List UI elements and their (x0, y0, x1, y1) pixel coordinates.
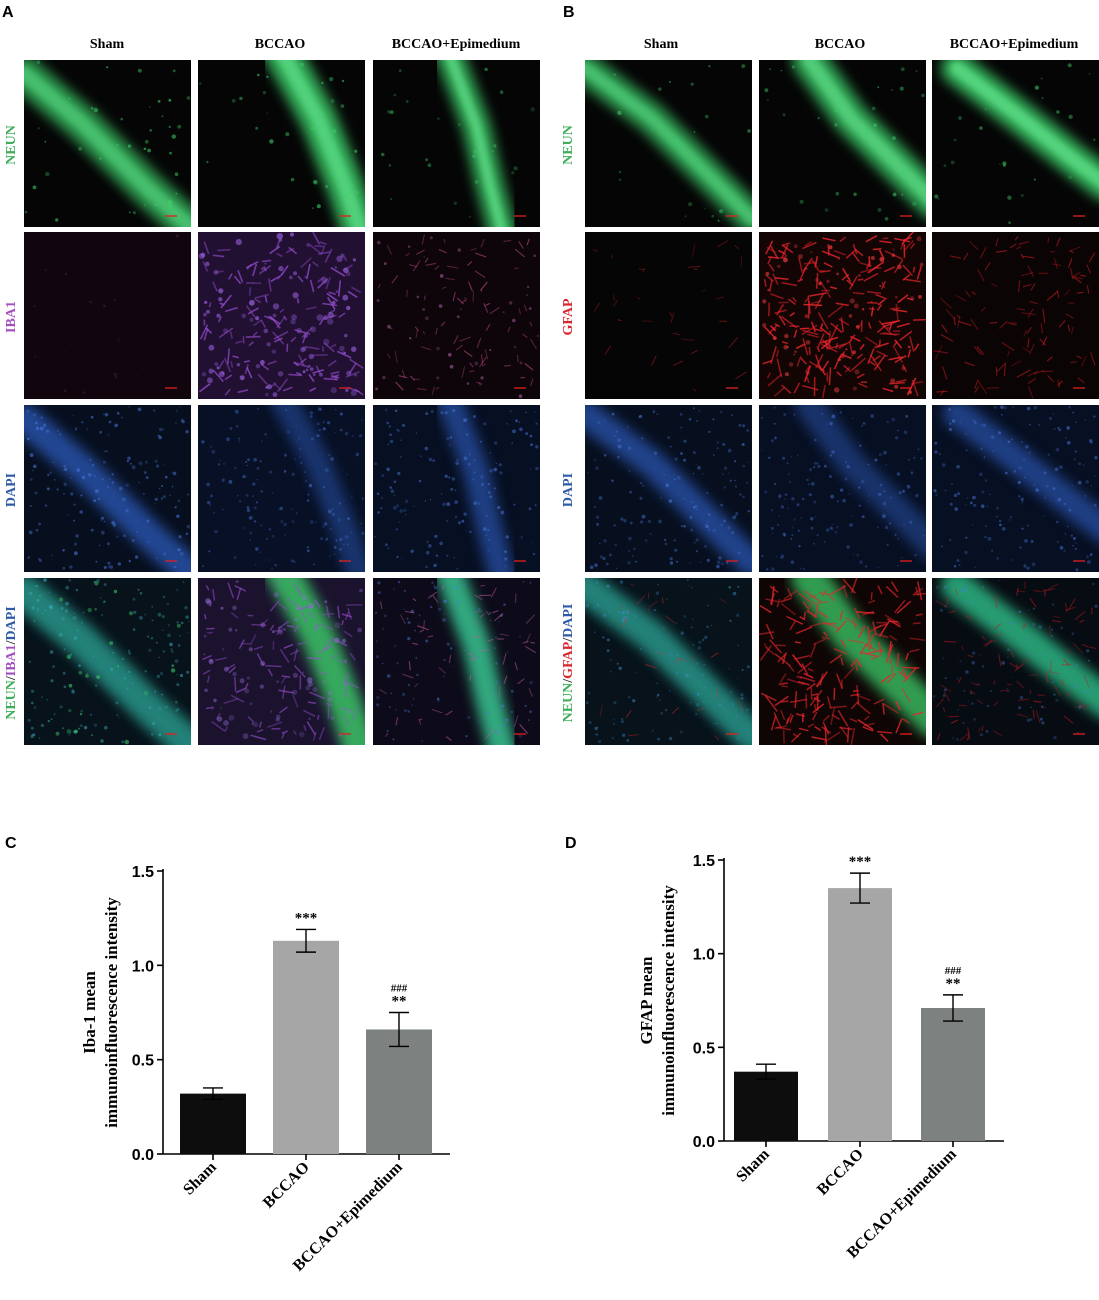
micrograph-b-gfap-sham (585, 232, 752, 399)
micrograph-a-merge-sham (24, 578, 191, 745)
micrograph-a-neun-bccao (198, 60, 365, 227)
y-tick-label-d: 1.0 (693, 947, 715, 964)
y-tick-label-c: 0.0 (132, 1147, 154, 1164)
row-label-b-dapi: DAPI (561, 473, 576, 507)
col-label-a-sham: Sham (90, 37, 125, 52)
col-label-b-sham: Sham (644, 37, 679, 52)
significance-stars-d-2: ** (946, 976, 961, 992)
micrograph-a-iba1-bccao (198, 232, 365, 399)
bar-c-1 (273, 940, 339, 1154)
micrograph-b-merge-bccao (759, 578, 926, 745)
bar-d-0 (734, 1071, 798, 1141)
row-label-a-merge: NEUN/IBA1/DAPI (4, 606, 19, 720)
y-tick-label-c: 1.0 (132, 958, 154, 975)
micrograph-a-iba1-bccao-epimedium (373, 232, 540, 399)
y-axis-label-c: Iba-1 mean immunoinfluorescence intensity (80, 897, 121, 1128)
x-tick-label-c-0: Sham (180, 1158, 220, 1198)
y-tick-label-c: 0.5 (132, 1053, 154, 1070)
bar-chart-d: 0.0 0.5 1.0 1.5 GFAP mean immunoinfluorescenc… (637, 853, 1004, 1262)
significance-stars-c-1: *** (295, 910, 318, 926)
x-tick-label-d-1: BCCAO (814, 1146, 867, 1199)
micrograph-b-gfap-bccao-epimedium (932, 232, 1099, 399)
bar-chart-c: 0.0 0.5 1.0 1.5 Iba-1 mean immunoinfluorescen… (80, 864, 450, 1275)
col-label-b-bccao: BCCAO (815, 37, 866, 52)
y-axis-label-d: GFAP mean immunoinfluorescence intensity (637, 885, 678, 1116)
bar-d-1 (828, 888, 892, 1141)
row-label-a-iba1: IBA1 (4, 301, 19, 333)
significance-hashes-d-2: ### (945, 965, 962, 977)
error-bar-c-1 (296, 928, 316, 953)
row-label-a-dapi: DAPI (4, 473, 19, 507)
micrograph-a-merge-bccao (198, 578, 365, 745)
micrograph-grid-a (24, 60, 540, 745)
error-bar-d-1 (850, 872, 870, 904)
micrograph-grid-b (585, 60, 1099, 745)
panel-letter-c: C (5, 835, 17, 852)
micrograph-b-merge-bccao-epimedium (932, 578, 1099, 745)
bar-c-2 (366, 1029, 432, 1154)
bar-d-2 (921, 1007, 985, 1141)
micrograph-b-merge-sham (585, 578, 752, 745)
panel-letter-a: A (2, 4, 14, 21)
y-tick-label-d: 0.0 (693, 1134, 715, 1151)
row-label-b-merge: NEUN/GFAP/DAPI (561, 604, 576, 723)
row-label-b-neun: NEUN (561, 125, 576, 165)
error-bar-d-0 (756, 1063, 776, 1080)
bar-c-0 (180, 1093, 246, 1154)
micrograph-b-neun-sham (585, 60, 752, 227)
micrograph-b-dapi-sham (585, 405, 752, 572)
row-label-b-gfap: GFAP (561, 298, 576, 336)
error-bar-c-2 (389, 1011, 409, 1048)
micrograph-a-dapi-bccao (198, 405, 365, 572)
significance-hashes-c-2: ### (391, 983, 408, 995)
error-bar-c-0 (203, 1087, 223, 1100)
micrograph-a-neun-sham (24, 60, 191, 227)
micrograph-b-neun-bccao-epimedium (932, 60, 1099, 227)
micrograph-b-dapi-bccao-epimedium (932, 405, 1099, 572)
y-tick-label-d: 1.5 (693, 853, 715, 870)
micrograph-b-neun-bccao (759, 60, 926, 227)
x-tick-label-c-1: BCCAO (260, 1159, 313, 1212)
y-tick-label-d: 0.5 (693, 1040, 715, 1057)
significance-stars-d-1: *** (849, 854, 872, 870)
micrograph-a-iba1-sham (24, 232, 191, 399)
significance-stars-c-2: ** (392, 994, 407, 1010)
y-tick-label-c: 1.5 (132, 864, 154, 881)
micrograph-a-neun-bccao-epimedium (373, 60, 540, 227)
micrograph-b-dapi-bccao (759, 405, 926, 572)
panel-letter-d: D (565, 835, 577, 852)
micrograph-a-dapi-bccao-epimedium (373, 405, 540, 572)
row-label-a-neun: NEUN (4, 125, 19, 165)
micrograph-a-merge-bccao-epimedium (373, 578, 540, 745)
x-tick-label-d-0: Sham (733, 1145, 773, 1185)
panel-letter-b: B (563, 4, 575, 21)
col-label-b-bccao-epimedium: BCCAO+Epimedium (950, 37, 1079, 52)
error-bar-d-2 (943, 994, 963, 1022)
micrograph-a-dapi-sham (24, 405, 191, 572)
col-label-a-bccao: BCCAO (255, 37, 306, 52)
micrograph-b-gfap-bccao (759, 232, 926, 399)
col-label-a-bccao-epimedium: BCCAO+Epimedium (392, 37, 521, 52)
